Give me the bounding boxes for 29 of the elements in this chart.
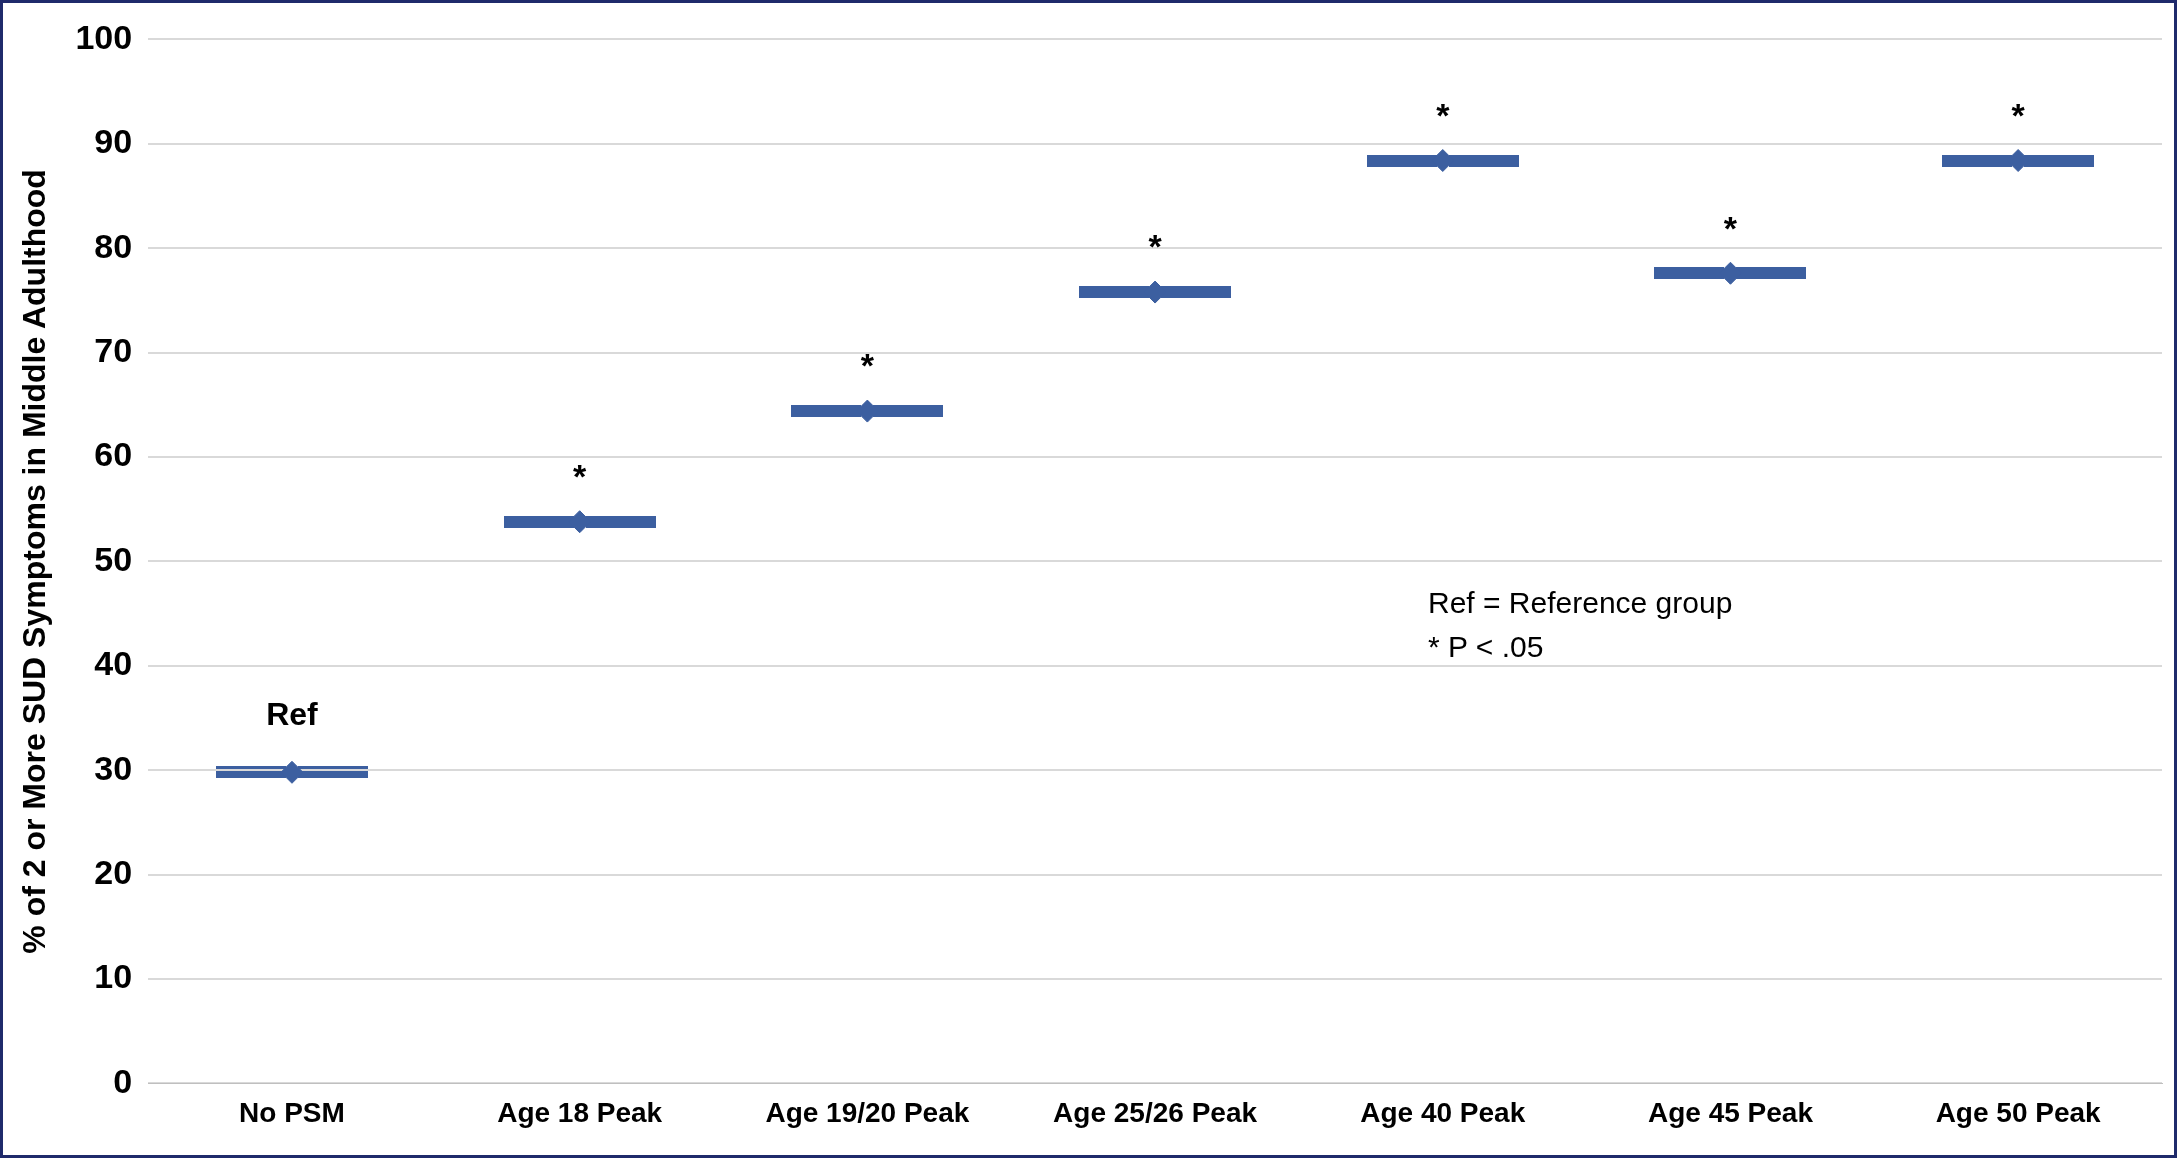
y-tick-label: 20 (94, 852, 133, 891)
annotation: * P < .05 (1428, 629, 1545, 665)
y-tick-label: 50 (94, 539, 133, 578)
y-tick-label: 80 (94, 226, 133, 265)
y-tick-label: 100 (75, 17, 133, 56)
point (280, 760, 304, 784)
x-tick-label: Age 40 Peak (1360, 1096, 1526, 1128)
y-axis-title: % of 2 or More SUD Symptoms in Middle Adulthood (16, 169, 53, 954)
x-tick-label: Age 45 Peak (1647, 1096, 1814, 1128)
y-tick-label: 70 (94, 330, 133, 369)
annotation: * (1148, 227, 1163, 266)
annotation: Ref (266, 696, 319, 733)
x-tick-label: No PSM (239, 1096, 345, 1128)
x-tick-label: Age 50 Peak (1935, 1096, 2102, 1128)
y-tick-label: 90 (94, 122, 133, 161)
x-tick-label: Age 18 Peak (497, 1096, 663, 1128)
y-tick-label: 30 (94, 748, 133, 787)
y-tick-label: 60 (94, 435, 133, 474)
annotation: * (573, 457, 588, 496)
y-tick-label: 10 (94, 957, 133, 996)
annotation: * (1436, 95, 1451, 134)
annotation: * (1723, 208, 1738, 247)
y-tick-label: 0 (113, 1061, 133, 1100)
x-tick-label: Age 19/20 Peak (765, 1096, 970, 1128)
x-tick-label: Age 25/26 Peak (1053, 1096, 1258, 1128)
annotation: * (860, 346, 875, 385)
annotation: Ref = Reference group (1428, 585, 1733, 621)
y-tick-label: 40 (94, 644, 133, 683)
annotation: * (2011, 95, 2026, 134)
